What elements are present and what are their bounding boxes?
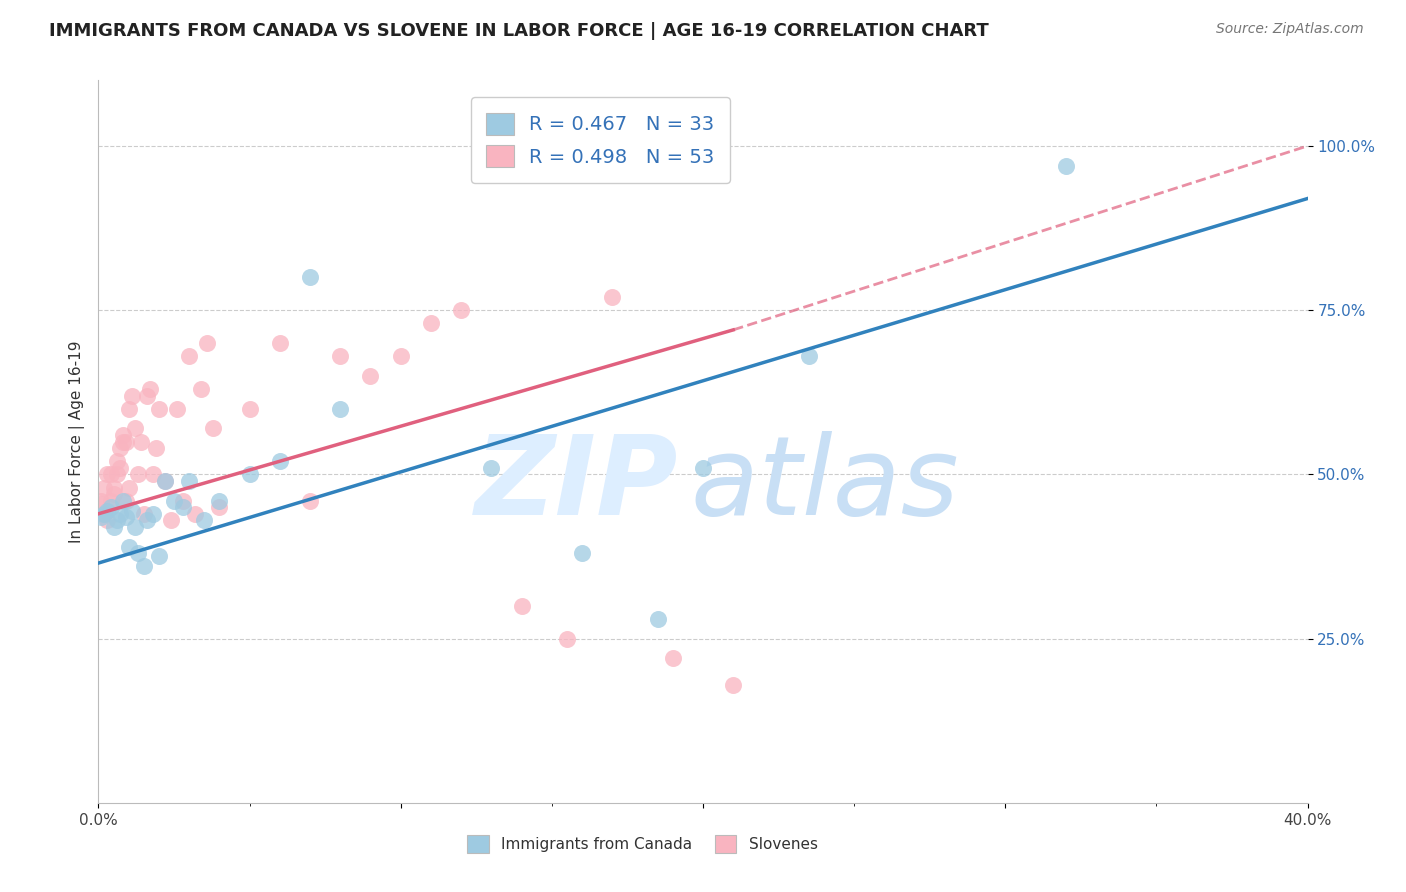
- Point: [299, 270, 322, 285]
- Point: [389, 349, 412, 363]
- Point: [153, 474, 176, 488]
- Point: [108, 507, 131, 521]
- Point: [124, 421, 146, 435]
- Point: [510, 599, 533, 613]
- Legend: Immigrants from Canada, Slovenes: Immigrants from Canada, Slovenes: [460, 827, 825, 860]
- Point: [555, 632, 578, 646]
- Point: [114, 510, 136, 524]
- Point: [129, 434, 152, 449]
- Point: [602, 290, 624, 304]
- Point: [118, 540, 141, 554]
- Point: [160, 513, 183, 527]
- Point: [148, 401, 170, 416]
- Point: [190, 382, 212, 396]
- Point: [96, 503, 118, 517]
- Point: [239, 467, 262, 482]
- Point: [103, 520, 125, 534]
- Text: atlas: atlas: [690, 432, 959, 539]
- Point: [139, 382, 162, 396]
- Point: [647, 612, 669, 626]
- Point: [193, 513, 215, 527]
- Point: [269, 336, 291, 351]
- Point: [111, 493, 134, 508]
- Point: [96, 513, 118, 527]
- Point: [692, 460, 714, 475]
- Point: [184, 507, 207, 521]
- Point: [114, 493, 136, 508]
- Point: [145, 441, 167, 455]
- Point: [90, 493, 112, 508]
- Point: [105, 513, 128, 527]
- Point: [105, 467, 128, 482]
- Point: [142, 507, 165, 521]
- Point: [208, 500, 231, 515]
- Point: [239, 401, 262, 416]
- Point: [121, 388, 143, 402]
- Text: ZIP: ZIP: [475, 432, 679, 539]
- Point: [1054, 159, 1077, 173]
- Point: [103, 487, 125, 501]
- Point: [108, 460, 131, 475]
- Point: [153, 474, 176, 488]
- Point: [797, 349, 820, 363]
- Point: [148, 549, 170, 564]
- Point: [124, 520, 146, 534]
- Point: [269, 454, 291, 468]
- Point: [420, 316, 443, 330]
- Point: [127, 546, 149, 560]
- Point: [179, 474, 201, 488]
- Point: [111, 434, 134, 449]
- Point: [132, 559, 155, 574]
- Point: [114, 434, 136, 449]
- Point: [132, 507, 155, 521]
- Point: [121, 503, 143, 517]
- Point: [103, 481, 125, 495]
- Point: [571, 546, 593, 560]
- Point: [179, 349, 201, 363]
- Point: [90, 510, 112, 524]
- Point: [93, 481, 115, 495]
- Text: IMMIGRANTS FROM CANADA VS SLOVENE IN LABOR FORCE | AGE 16-19 CORRELATION CHART: IMMIGRANTS FROM CANADA VS SLOVENE IN LAB…: [49, 22, 988, 40]
- Point: [118, 481, 141, 495]
- Point: [96, 467, 118, 482]
- Point: [172, 493, 194, 508]
- Point: [100, 467, 122, 482]
- Point: [108, 441, 131, 455]
- Point: [100, 500, 122, 515]
- Point: [172, 500, 194, 515]
- Point: [111, 428, 134, 442]
- Point: [661, 651, 683, 665]
- Point: [100, 493, 122, 508]
- Y-axis label: In Labor Force | Age 16-19: In Labor Force | Age 16-19: [69, 340, 84, 543]
- Point: [166, 401, 188, 416]
- Point: [163, 493, 186, 508]
- Point: [93, 507, 115, 521]
- Point: [195, 336, 218, 351]
- Point: [135, 388, 157, 402]
- Point: [118, 401, 141, 416]
- Point: [208, 493, 231, 508]
- Point: [329, 349, 352, 363]
- Text: Source: ZipAtlas.com: Source: ZipAtlas.com: [1216, 22, 1364, 37]
- Point: [450, 303, 472, 318]
- Point: [481, 460, 503, 475]
- Point: [90, 497, 112, 511]
- Point: [105, 454, 128, 468]
- Point: [329, 401, 352, 416]
- Point: [202, 421, 225, 435]
- Point: [723, 677, 745, 691]
- Point: [360, 368, 382, 383]
- Point: [135, 513, 157, 527]
- Point: [142, 467, 165, 482]
- Point: [127, 467, 149, 482]
- Point: [299, 493, 322, 508]
- Point: [93, 507, 115, 521]
